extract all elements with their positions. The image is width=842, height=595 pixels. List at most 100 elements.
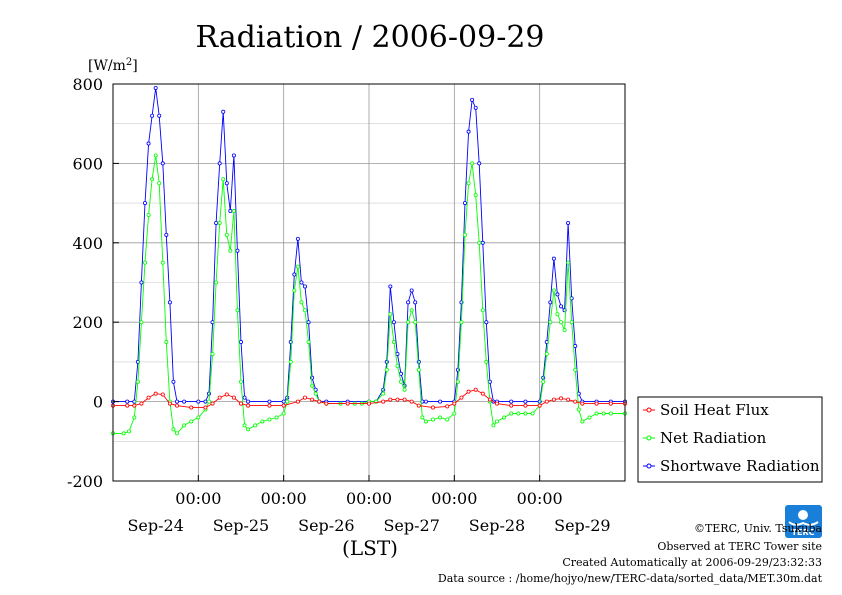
data-point: [452, 411, 457, 416]
data-point: [395, 397, 400, 402]
data-point: [366, 401, 371, 406]
data-point: [246, 427, 251, 432]
data-point: [573, 367, 578, 372]
data-point: [502, 415, 507, 420]
data-point: [566, 220, 571, 225]
data-point: [167, 300, 172, 305]
data-point: [470, 97, 475, 102]
data-point: [153, 153, 158, 158]
data-point: [231, 395, 236, 400]
data-point: [559, 320, 564, 325]
data-point: [594, 411, 599, 416]
data-point: [288, 359, 293, 364]
data-point: [608, 411, 613, 416]
data-point: [494, 401, 499, 406]
data-point: [438, 399, 443, 404]
data-point: [587, 415, 592, 420]
data-point: [580, 419, 585, 424]
data-point: [127, 429, 132, 434]
data-point: [146, 141, 151, 146]
data-point: [281, 399, 286, 404]
data-point: [566, 260, 571, 265]
data-point: [167, 401, 172, 406]
data-point: [470, 161, 475, 166]
x-tick-time-label: 00:00: [517, 489, 563, 508]
data-point: [523, 411, 528, 416]
data-point: [480, 308, 485, 313]
data-point: [164, 340, 169, 345]
data-point: [601, 411, 606, 416]
data-point: [135, 379, 140, 384]
legend-label: Net Radiation: [660, 429, 767, 447]
data-point: [477, 161, 482, 166]
data-point: [562, 328, 567, 333]
data-point: [551, 256, 556, 261]
data-point: [139, 280, 144, 285]
data-point: [142, 201, 147, 206]
data-point: [125, 403, 130, 408]
data-point: [171, 427, 176, 432]
data-point: [281, 403, 286, 408]
data-point: [295, 236, 300, 241]
x-tick-time-label: 00:00: [175, 489, 221, 508]
data-point: [281, 411, 286, 416]
data-point: [541, 379, 546, 384]
data-point: [551, 397, 556, 402]
data-point: [160, 260, 165, 265]
data-point: [267, 417, 272, 422]
data-point: [224, 232, 229, 237]
x-tick-date-label: Sep-24: [127, 516, 183, 535]
data-point: [462, 232, 467, 237]
data-point: [153, 391, 158, 396]
data-point: [594, 401, 599, 406]
data-point: [214, 220, 219, 225]
data-point: [384, 367, 389, 372]
data-point: [530, 411, 535, 416]
data-point: [160, 392, 165, 397]
data-point: [473, 105, 478, 110]
data-point: [299, 300, 304, 305]
data-point: [313, 391, 318, 396]
y-tick-label: 200: [72, 313, 103, 332]
y-tick-label: 400: [72, 234, 103, 253]
data-point: [310, 397, 315, 402]
data-point: [221, 109, 226, 114]
data-point: [203, 405, 208, 410]
data-point: [139, 401, 144, 406]
x-axis-ticks: 00:00 00:00 00:00 00:00 00:00 Sep-24 Sep-25 Sep…: [127, 475, 611, 535]
data-point: [548, 300, 553, 305]
data-point: [548, 320, 553, 325]
data-point: [182, 423, 187, 428]
data-point: [324, 401, 329, 406]
x-tick-date-label: Sep-29: [554, 516, 610, 535]
data-point: [182, 399, 187, 404]
data-point: [292, 272, 297, 277]
data-point: [142, 260, 147, 265]
data-point: [559, 396, 564, 401]
data-point: [221, 177, 226, 182]
data-point: [224, 181, 229, 186]
data-point: [388, 284, 393, 289]
data-point: [246, 399, 251, 404]
series-soil-heat-flux: [111, 387, 628, 410]
data-point: [416, 359, 421, 364]
data-point: [299, 280, 304, 285]
data-point: [569, 320, 574, 325]
legend-marker: [646, 463, 652, 469]
series-layer: [111, 85, 628, 436]
legend-marker: [646, 435, 652, 441]
data-point: [381, 399, 386, 404]
data-point: [242, 423, 247, 428]
terc-logo: TERC: [785, 505, 822, 538]
data-point: [416, 403, 421, 408]
data-point: [125, 399, 130, 404]
y-tick-label: 800: [72, 75, 103, 94]
data-point: [480, 240, 485, 245]
data-point: [466, 181, 471, 186]
data-point: [409, 288, 414, 293]
x-tick-time-label: 00:00: [431, 489, 477, 508]
legend: Soil Heat Flux Net Radiation Shortwave Rad…: [637, 396, 823, 483]
data-point: [217, 395, 222, 400]
data-point: [551, 288, 556, 293]
